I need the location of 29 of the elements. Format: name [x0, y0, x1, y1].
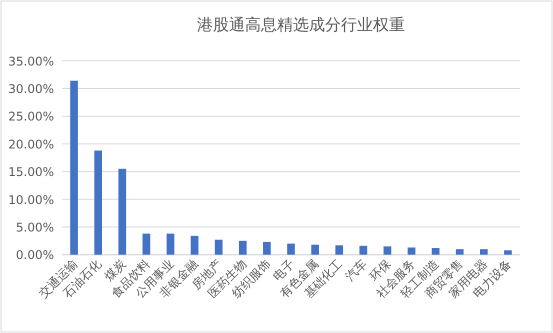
chart-title: 港股通高息精选成分行业权重 [197, 15, 405, 34]
bar [238, 240, 247, 255]
y-tick-label: 0.00% [16, 248, 54, 262]
y-tick-label: 25.00% [8, 110, 54, 124]
y-tick-label: 30.00% [8, 82, 54, 96]
y-tick-label: 10.00% [8, 192, 54, 207]
bar [94, 150, 102, 255]
bar [263, 242, 271, 255]
y-tick-label: 5.00% [16, 220, 54, 234]
bar [70, 80, 78, 255]
y-tick-label: 15.00% [8, 165, 54, 180]
bar [408, 248, 416, 255]
bar [142, 234, 150, 255]
bar [504, 250, 512, 255]
bar [287, 244, 295, 255]
y-tick-label: 20.00% [8, 137, 54, 152]
bar [335, 245, 344, 255]
bar [166, 234, 174, 255]
bar [480, 249, 488, 255]
bar [190, 236, 198, 255]
y-tick-label: 35.00% [8, 54, 54, 68]
bar [432, 248, 440, 255]
bar [359, 246, 368, 255]
bar [118, 168, 126, 255]
bar [214, 240, 223, 255]
bar [456, 249, 464, 255]
bar [311, 244, 319, 255]
bar [384, 246, 392, 255]
x-tick-label: 汽车 [342, 256, 370, 284]
